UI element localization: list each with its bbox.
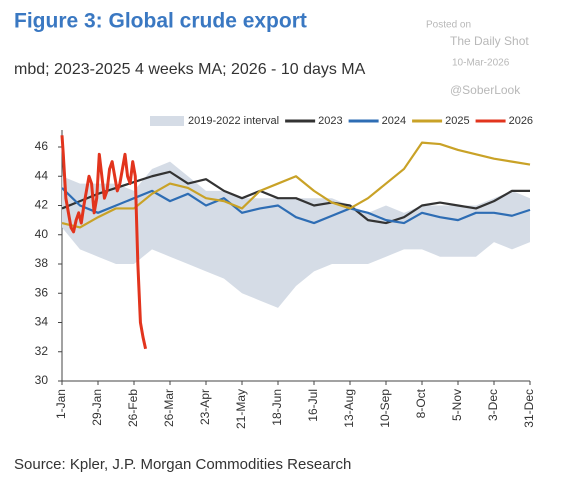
x-tick-label: 21-May: [234, 389, 248, 429]
x-tick-label: 3-Dec: [486, 389, 500, 421]
x-tick-label: 18-Jun: [270, 389, 284, 426]
series-line: [60, 135, 148, 350]
watermark: Posted on: [426, 20, 471, 31]
watermark: The Daily Shot: [450, 34, 529, 48]
x-tick-label: 26-Mar: [162, 389, 176, 427]
legend-label: 2019-2022 interval: [188, 115, 279, 127]
chart-subtitle: mbd; 2023-2025 4 weeks MA; 2026 - 10 day…: [14, 61, 366, 78]
legend-label: 2026: [509, 115, 533, 127]
y-tick-label: 44: [35, 168, 49, 182]
legend-label: 2025: [445, 115, 469, 127]
watermark: @SoberLook: [450, 83, 521, 97]
y-tick-label: 38: [35, 256, 49, 270]
x-tick-label: 16-Jul: [306, 389, 320, 422]
x-tick-label: 26-Feb: [126, 389, 140, 427]
chart-title: Figure 3: Global crude export: [14, 10, 307, 33]
legend-swatch: [150, 116, 184, 126]
y-tick-label: 34: [35, 315, 49, 329]
series-line: [61, 141, 531, 229]
x-tick-label: 31-Dec: [522, 389, 536, 428]
legend-label: 2024: [382, 115, 406, 127]
source-note: Source: Kpler, J.P. Morgan Commodities R…: [14, 456, 351, 473]
x-tick-label: 8-Oct: [414, 388, 428, 418]
series-line: [61, 187, 531, 225]
y-tick-label: 40: [35, 227, 49, 241]
y-tick-label: 42: [35, 198, 49, 212]
legend-label: 2023: [318, 115, 342, 127]
x-tick-label: 1-Jan: [54, 389, 68, 419]
x-tick-label: 29-Jan: [90, 389, 104, 426]
y-tick-label: 30: [35, 373, 49, 387]
y-tick-label: 32: [35, 344, 49, 358]
x-tick-label: 13-Aug: [342, 389, 356, 428]
x-tick-label: 5-Nov: [450, 389, 464, 421]
y-tick-label: 36: [35, 285, 49, 299]
series-line: [61, 170, 530, 225]
watermark: 10-Mar-2026: [452, 58, 510, 69]
x-tick-label: 23-Apr: [198, 389, 212, 425]
x-tick-label: 10-Sep: [378, 389, 392, 428]
y-tick-label: 46: [35, 139, 49, 153]
